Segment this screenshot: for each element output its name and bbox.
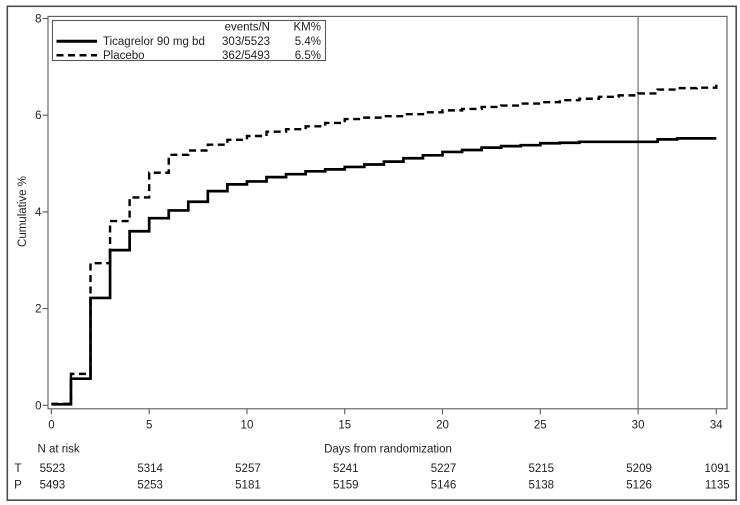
x-tick-label: 30	[632, 420, 645, 432]
x-axis-tick-labels: 0 5 10 15 20 25 30 34	[48, 420, 723, 432]
x-axis-ticks	[50, 408, 717, 415]
legend-header-km: KM%	[294, 22, 321, 34]
at-risk-count: 5241	[333, 463, 359, 475]
legend-events-ticagrelor: 303/5523	[222, 36, 270, 48]
y-axis-ticks	[42, 17, 48, 406]
y-tick-label: 0	[35, 400, 41, 412]
x-tick-label: 25	[534, 420, 547, 432]
x-tick-label: 0	[48, 420, 54, 432]
legend-km-ticagrelor: 5.4%	[295, 36, 321, 48]
y-axis-tick-labels: 0 2 4 6 8	[35, 14, 42, 413]
x-tick-label: 10	[241, 420, 254, 432]
at-risk-count: 5181	[235, 480, 261, 492]
x-tick-label: 34	[710, 420, 723, 432]
y-tick-label: 2	[35, 304, 41, 316]
curve-placebo	[51, 84, 718, 406]
at-risk-count: 5138	[529, 480, 555, 492]
y-tick-label: 8	[35, 14, 41, 26]
at-risk-count: 5209	[626, 463, 652, 475]
at-risk-row-label-p: P	[14, 480, 22, 492]
y-tick-label: 4	[35, 207, 42, 219]
legend-events-placebo: 362/5493	[222, 50, 270, 62]
x-tick-label: 5	[146, 420, 152, 432]
legend-km-placebo: 6.5%	[295, 50, 321, 62]
y-axis-title: Cumulative %	[17, 176, 29, 247]
at-risk-count: 5253	[137, 480, 163, 492]
plot-box	[47, 15, 728, 410]
legend-label-ticagrelor: Ticagrelor 90 mg bd	[103, 36, 205, 48]
x-axis-title: Days from randomization	[324, 444, 452, 456]
number-at-risk-values: 5523 5314 5257 5241 5227 5215 5209 1091 5493 5253…	[40, 463, 730, 492]
figure-border	[6, 5, 738, 501]
at-risk-row-label-t: T	[14, 463, 21, 475]
at-risk-count: 1091	[705, 463, 731, 475]
at-risk-count: 5215	[529, 463, 555, 475]
at-risk-count: 5227	[431, 463, 457, 475]
x-tick-label: 20	[436, 420, 449, 432]
at-risk-count: 5523	[40, 463, 66, 475]
at-risk-count: 5257	[235, 463, 261, 475]
at-risk-count: 5159	[333, 480, 359, 492]
at-risk-count: 5126	[626, 480, 652, 492]
legend-label-placebo: Placebo	[103, 50, 145, 62]
legend: events/N KM% Ticagrelor 90 mg bd 303/552…	[51, 19, 327, 62]
at-risk-count: 5146	[431, 480, 457, 492]
at-risk-count: 1135	[705, 480, 730, 492]
at-risk-label: N at risk	[38, 444, 80, 456]
km-curves	[51, 84, 718, 406]
at-risk-count: 5493	[40, 480, 66, 492]
curve-ticagrelor-90-mg-bd	[51, 137, 717, 406]
legend-box	[51, 19, 327, 62]
at-risk-count: 5314	[137, 463, 163, 475]
legend-header-events: events/N	[225, 22, 270, 34]
x-tick-label: 15	[338, 420, 351, 432]
y-tick-label: 6	[35, 110, 41, 122]
